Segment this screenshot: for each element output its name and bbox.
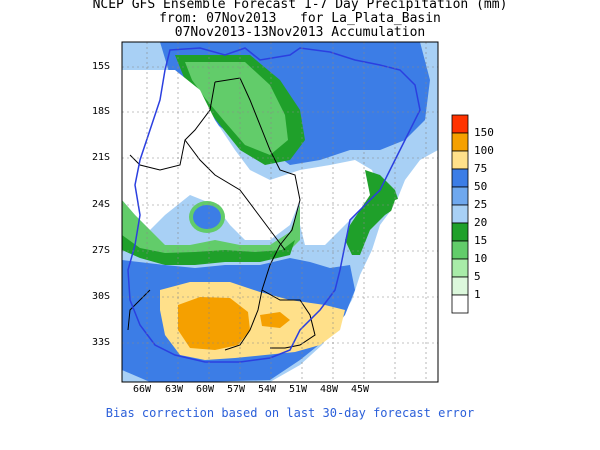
lon-label: 63W <box>165 384 184 395</box>
colorbar-label: 1 <box>474 288 481 301</box>
colorbar-swatch <box>451 204 469 224</box>
grid-lines <box>122 42 438 382</box>
bias-correction-note: Bias correction based on last 30-day for… <box>105 406 475 420</box>
map-title-line1: NCEP GFS Ensemble Forecast 1-7 Day Preci… <box>92 0 508 12</box>
colorbar-swatch <box>451 258 469 278</box>
colorbar <box>451 114 469 314</box>
lat-label: 27S <box>92 245 111 256</box>
lat-label: 21S <box>92 152 111 163</box>
lat-label: 15S <box>92 61 111 72</box>
lat-label: 33S <box>92 337 111 348</box>
colorbar-label: 150 <box>474 126 494 139</box>
map-title-line3: 07Nov2013-13Nov2013 Accumulation <box>174 25 426 40</box>
lat-label: 24S <box>92 199 111 210</box>
colorbar-swatch <box>451 114 469 134</box>
colorbar-label: 10 <box>474 252 488 265</box>
colorbar-label: 100 <box>474 144 494 157</box>
lon-label: 45W <box>351 384 370 395</box>
colorbar-swatch <box>451 150 469 170</box>
lon-label: 60W <box>196 384 215 395</box>
basin-outline <box>127 47 421 363</box>
lat-label: 18S <box>92 106 111 117</box>
lat-label: 30S <box>92 291 111 302</box>
lon-label: 66W <box>133 384 152 395</box>
country-borders <box>127 77 316 351</box>
lon-label: 54W <box>258 384 277 395</box>
lon-label: 57W <box>227 384 246 395</box>
colorbar-swatch <box>451 186 469 206</box>
colorbar-swatch <box>451 276 469 296</box>
colorbar-label: 25 <box>474 198 488 211</box>
colorbar-swatch <box>451 132 469 152</box>
colorbar-swatch <box>451 294 469 314</box>
colorbar-label: 20 <box>474 216 488 229</box>
colorbar-swatch <box>451 222 469 242</box>
lon-label: 48W <box>320 384 339 395</box>
map-frame <box>121 41 439 383</box>
colorbar-swatch <box>451 168 469 188</box>
precipitation-field <box>122 42 438 382</box>
colorbar-label: 75 <box>474 162 488 175</box>
lon-label: 51W <box>289 384 308 395</box>
colorbar-swatch <box>451 240 469 260</box>
colorbar-label: 5 <box>474 270 481 283</box>
colorbar-label: 50 <box>474 180 488 193</box>
colorbar-label: 15 <box>474 234 488 247</box>
map-title-line2: from: 07Nov2013 for La_Plata_Basin <box>159 11 441 26</box>
